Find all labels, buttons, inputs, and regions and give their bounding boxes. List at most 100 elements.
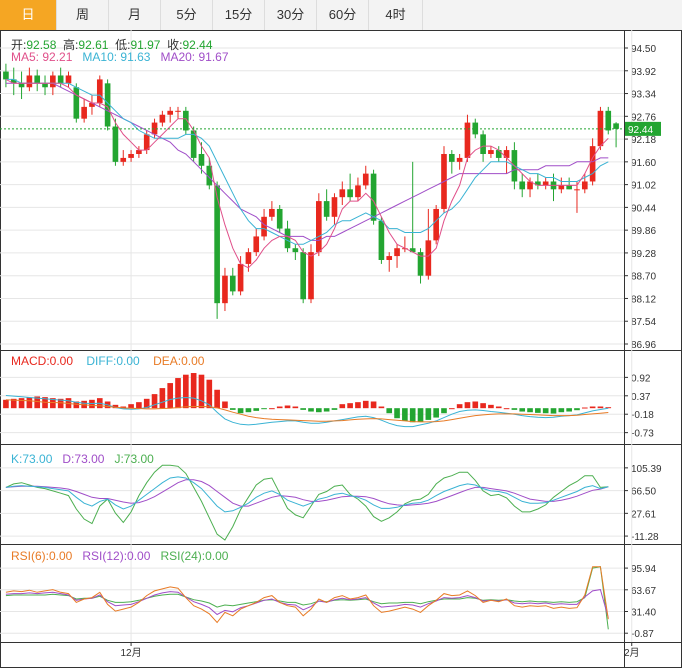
tab-60min[interactable]: 60分	[317, 0, 369, 30]
high-value: 92.61	[78, 38, 109, 52]
j-label: J:73.00	[114, 452, 154, 466]
macd-legend: MACD:0.00 DIFF:0.00 DEA:0.00	[11, 354, 204, 368]
macd-bar	[198, 374, 205, 409]
y-tick-label: 90.44	[631, 203, 656, 214]
candle-body	[42, 83, 48, 88]
macd-bar	[89, 399, 95, 409]
macd-bar	[253, 408, 260, 411]
y-tick-label: 94.50	[631, 44, 656, 55]
kdj-legend: K:73.00 D:73.00 J:73.00	[11, 452, 154, 466]
j-line	[5, 464, 609, 541]
macd-bar	[456, 404, 463, 409]
macd-bar	[464, 402, 471, 409]
ma20-line	[5, 82, 609, 241]
candle-body	[589, 146, 596, 182]
candle-body	[535, 181, 541, 186]
candle-body	[96, 79, 103, 103]
y-tick-label: 86.96	[631, 340, 656, 351]
low-label: 低:	[115, 38, 131, 52]
candle-body	[339, 189, 346, 198]
macd-bar	[339, 404, 346, 409]
candle-body	[605, 110, 612, 131]
ma5-legend: MA5: 92.21	[11, 50, 73, 64]
macd-bar	[331, 408, 338, 410]
candle-body	[50, 75, 56, 88]
macd-bar	[417, 408, 424, 422]
candle-body	[331, 197, 338, 217]
candle-body	[456, 157, 463, 162]
diff-line	[5, 395, 609, 428]
k-label: K:73.00	[11, 452, 53, 466]
macd-bar	[472, 401, 479, 409]
y-tick-label: 89.86	[631, 226, 656, 237]
macd-bar	[300, 408, 306, 410]
ma10-line	[5, 78, 609, 245]
k-line	[5, 476, 609, 513]
y-tick-label: -0.87	[631, 629, 654, 640]
candle-body	[574, 189, 580, 191]
candle-body	[136, 150, 142, 154]
macd-bar	[347, 403, 353, 409]
tab-week[interactable]: 周	[57, 0, 109, 30]
candle-body	[214, 185, 220, 304]
candle-body	[292, 248, 299, 253]
close-value: 92.44	[182, 38, 213, 52]
candle-body	[237, 263, 244, 292]
dea-line	[5, 399, 609, 423]
candle-body	[65, 75, 72, 84]
y-tick-label: 92.76	[631, 112, 656, 123]
y-tick-label: -0.18	[631, 410, 654, 421]
d-label: D:73.00	[62, 452, 105, 466]
macd-bar	[245, 408, 252, 413]
macd-bar	[378, 406, 385, 409]
ma5-line	[5, 78, 609, 269]
tab-30min[interactable]: 30分	[265, 0, 317, 30]
macd-bar	[159, 388, 166, 409]
tab-4hour[interactable]: 4时	[369, 0, 423, 30]
macd-bar	[237, 408, 244, 414]
tab-15min[interactable]: 15分	[213, 0, 265, 30]
y-tick-label: 93.34	[631, 90, 656, 101]
candle-body	[542, 181, 549, 186]
tab-5min[interactable]: 5分	[161, 0, 213, 30]
macd-bar	[441, 408, 447, 414]
macd-bar	[206, 379, 213, 409]
macd-bar	[222, 401, 228, 409]
candle-body	[10, 79, 17, 84]
kline-chart[interactable]: 94.50 93.92 93.34 92.76 92.18 91.60 91.02 90.44…	[0, 30, 682, 669]
candle-body	[394, 248, 400, 257]
candle-body	[128, 153, 134, 158]
macd-bar	[550, 408, 557, 414]
rsi-legend: RSI(6):0.00 RSI(12):0.00 RSI(24):0.00	[11, 549, 228, 563]
tab-month[interactable]: 月	[109, 0, 161, 30]
high-label: 高:	[63, 38, 79, 52]
macd-bar	[402, 408, 408, 421]
macd-bar	[409, 408, 416, 423]
candle-body	[159, 114, 166, 123]
macd-bar	[183, 374, 189, 409]
y-tick-label: 0.92	[631, 373, 651, 384]
y-tick-label: -0.73	[631, 429, 654, 440]
candle-body	[409, 248, 416, 253]
candle-body	[316, 201, 322, 253]
ma20-legend: MA20: 91.67	[160, 50, 229, 64]
candle-body	[229, 275, 236, 292]
candle-body	[245, 252, 252, 264]
x-tick-label: 2月	[624, 647, 640, 659]
ma10-legend: MA10: 91.63	[82, 50, 151, 64]
candle-body	[104, 83, 111, 127]
rsi6-label: RSI(6):0.00	[11, 549, 73, 563]
candle-body	[355, 185, 361, 198]
macd-bar	[136, 402, 142, 409]
candle-body	[269, 208, 275, 217]
candle-body	[57, 75, 64, 84]
y-tick-label: 91.02	[631, 181, 656, 192]
macd-bar	[433, 408, 439, 418]
macd-bar	[425, 408, 432, 420]
candle-body	[464, 122, 471, 158]
macd-bar	[480, 403, 486, 409]
y-tick-label: 88.70	[631, 272, 656, 283]
macd-bar	[57, 398, 64, 409]
tab-day[interactable]: 日	[0, 0, 57, 30]
macd-bar	[292, 406, 299, 409]
